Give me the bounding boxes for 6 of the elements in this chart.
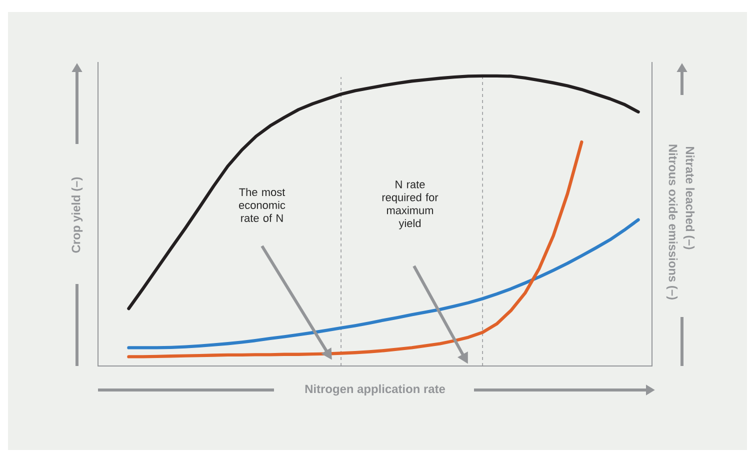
- annotation: N rate required for maximum yield: [382, 180, 438, 230]
- annotation: The most economic rate of N: [239, 188, 286, 222]
- y-axis-title: Crop yield (–): [71, 177, 83, 253]
- y3-axis-title: Nitrous oxide emissions (–): [666, 144, 678, 300]
- y2-axis-title: Nitrate leached (–): [683, 146, 695, 250]
- x-axis-title: Nitrogen application rate: [305, 384, 445, 396]
